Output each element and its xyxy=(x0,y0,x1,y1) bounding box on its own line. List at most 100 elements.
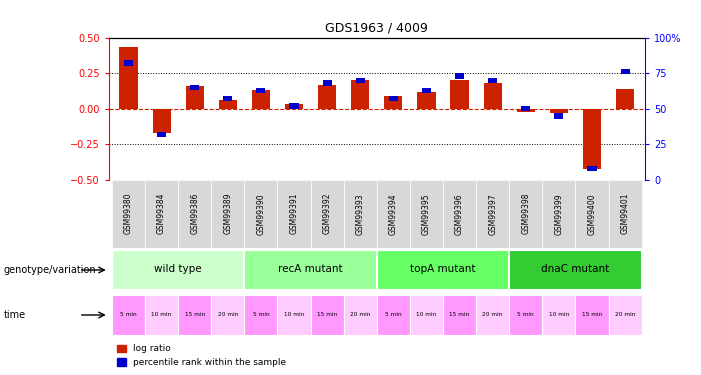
FancyBboxPatch shape xyxy=(178,180,211,248)
Bar xyxy=(290,103,299,109)
Text: 10 min: 10 min xyxy=(416,312,437,316)
Bar xyxy=(124,60,133,66)
Text: GSM99390: GSM99390 xyxy=(257,193,266,235)
FancyBboxPatch shape xyxy=(476,295,509,335)
Bar xyxy=(484,83,502,109)
FancyBboxPatch shape xyxy=(112,180,145,248)
Text: genotype/variation: genotype/variation xyxy=(4,265,96,275)
Bar xyxy=(554,113,564,118)
FancyBboxPatch shape xyxy=(576,180,608,248)
FancyBboxPatch shape xyxy=(112,250,245,290)
FancyBboxPatch shape xyxy=(343,180,377,248)
FancyBboxPatch shape xyxy=(543,295,576,335)
Bar xyxy=(517,109,535,112)
Bar xyxy=(550,109,568,113)
Text: 15 min: 15 min xyxy=(317,312,337,316)
FancyBboxPatch shape xyxy=(576,295,608,335)
Text: GSM99398: GSM99398 xyxy=(522,193,530,234)
Text: GSM99399: GSM99399 xyxy=(554,193,564,235)
Text: GSM99393: GSM99393 xyxy=(355,193,365,235)
FancyBboxPatch shape xyxy=(245,250,377,290)
Text: 10 min: 10 min xyxy=(151,312,172,316)
FancyBboxPatch shape xyxy=(476,180,509,248)
FancyBboxPatch shape xyxy=(443,295,476,335)
FancyBboxPatch shape xyxy=(211,180,245,248)
FancyBboxPatch shape xyxy=(145,180,178,248)
FancyBboxPatch shape xyxy=(509,180,543,248)
Text: 5 min: 5 min xyxy=(385,312,402,316)
Text: recA mutant: recA mutant xyxy=(278,264,343,274)
FancyBboxPatch shape xyxy=(377,295,410,335)
Bar xyxy=(488,78,497,83)
FancyBboxPatch shape xyxy=(543,180,576,248)
Text: dnaC mutant: dnaC mutant xyxy=(541,264,610,274)
Bar xyxy=(616,89,634,109)
FancyBboxPatch shape xyxy=(278,180,311,248)
Bar xyxy=(355,78,365,83)
Text: wild type: wild type xyxy=(154,264,202,274)
Text: GSM99380: GSM99380 xyxy=(124,193,133,234)
FancyBboxPatch shape xyxy=(112,295,145,335)
Text: 15 min: 15 min xyxy=(449,312,470,316)
Text: GSM99397: GSM99397 xyxy=(488,193,497,235)
FancyBboxPatch shape xyxy=(178,295,211,335)
FancyBboxPatch shape xyxy=(311,180,343,248)
Bar xyxy=(522,106,530,111)
FancyBboxPatch shape xyxy=(311,295,343,335)
Bar xyxy=(351,80,369,109)
FancyBboxPatch shape xyxy=(410,295,443,335)
Bar xyxy=(587,166,597,171)
Bar xyxy=(252,90,270,109)
Bar xyxy=(186,86,204,109)
Bar xyxy=(157,132,166,137)
FancyBboxPatch shape xyxy=(245,295,278,335)
Text: GSM99400: GSM99400 xyxy=(587,193,597,235)
Text: GSM99389: GSM99389 xyxy=(224,193,232,234)
FancyBboxPatch shape xyxy=(509,295,543,335)
FancyBboxPatch shape xyxy=(145,295,178,335)
Text: 20 min: 20 min xyxy=(615,312,635,316)
Text: GSM99391: GSM99391 xyxy=(290,193,299,234)
Bar xyxy=(620,69,629,74)
Bar xyxy=(224,96,232,102)
FancyBboxPatch shape xyxy=(211,295,245,335)
Bar xyxy=(583,109,601,169)
Title: GDS1963 / 4009: GDS1963 / 4009 xyxy=(325,22,428,35)
FancyBboxPatch shape xyxy=(509,250,641,290)
FancyBboxPatch shape xyxy=(608,180,641,248)
Text: 5 min: 5 min xyxy=(252,312,269,316)
Bar xyxy=(451,80,469,109)
Text: topA mutant: topA mutant xyxy=(410,264,476,274)
FancyBboxPatch shape xyxy=(608,295,641,335)
Bar xyxy=(190,85,199,90)
Text: GSM99396: GSM99396 xyxy=(455,193,464,235)
Text: time: time xyxy=(4,310,26,320)
Legend: log ratio, percentile rank within the sample: log ratio, percentile rank within the sa… xyxy=(113,341,290,370)
FancyBboxPatch shape xyxy=(343,295,377,335)
FancyBboxPatch shape xyxy=(377,250,509,290)
Bar xyxy=(285,105,303,109)
Text: GSM99395: GSM99395 xyxy=(422,193,431,235)
Bar xyxy=(384,96,402,109)
Text: 20 min: 20 min xyxy=(217,312,238,316)
Text: 15 min: 15 min xyxy=(582,312,602,316)
Bar xyxy=(422,87,431,93)
Bar xyxy=(417,92,435,109)
FancyBboxPatch shape xyxy=(278,295,311,335)
FancyBboxPatch shape xyxy=(377,180,410,248)
Text: 20 min: 20 min xyxy=(350,312,370,316)
Text: GSM99384: GSM99384 xyxy=(157,193,166,234)
Text: GSM99386: GSM99386 xyxy=(190,193,199,234)
Bar xyxy=(318,84,336,109)
Bar xyxy=(153,109,171,133)
FancyBboxPatch shape xyxy=(245,180,278,248)
Bar xyxy=(389,96,398,102)
Text: 20 min: 20 min xyxy=(482,312,503,316)
Bar xyxy=(257,87,266,93)
Text: GSM99392: GSM99392 xyxy=(322,193,332,234)
Text: GSM99401: GSM99401 xyxy=(620,193,629,234)
Text: 15 min: 15 min xyxy=(184,312,205,316)
Bar xyxy=(322,80,332,86)
FancyBboxPatch shape xyxy=(410,180,443,248)
Bar xyxy=(119,48,137,109)
